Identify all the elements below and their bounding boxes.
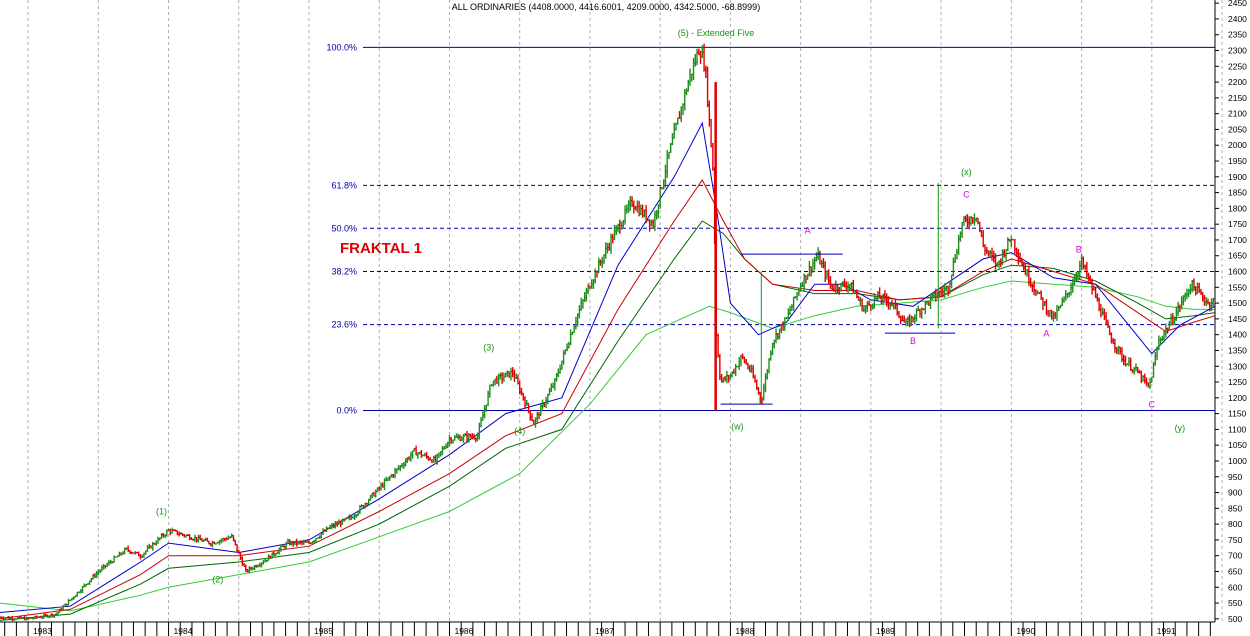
y-tick-label: 1300 xyxy=(1228,361,1247,371)
y-tick-label: 850 xyxy=(1228,503,1242,513)
chart-title: ALL ORDINARIES (4408.0000, 4416.6001, 42… xyxy=(452,2,760,12)
fib-level-label: 100.0% xyxy=(326,42,357,52)
wave-label: A xyxy=(805,226,811,236)
wave-label: (4) xyxy=(514,426,525,436)
wave-label: (2) xyxy=(212,575,223,585)
wave-guide-lines xyxy=(720,183,956,405)
x-year-label: 1991 xyxy=(1157,626,1176,636)
y-tick-label: 1650 xyxy=(1228,251,1247,261)
y-tick-label: 1800 xyxy=(1228,203,1247,213)
y-tick-label: 950 xyxy=(1228,472,1242,482)
x-year-label: 1988 xyxy=(735,626,754,636)
x-year-label: 1984 xyxy=(174,626,193,636)
moving-averages xyxy=(0,121,1216,621)
x-year-label: 1989 xyxy=(876,626,895,636)
y-tick-label: 750 xyxy=(1228,535,1242,545)
y-tick-label: 900 xyxy=(1228,488,1242,498)
y-tick-label: 1700 xyxy=(1228,235,1247,245)
y-tick-label: 2000 xyxy=(1228,140,1247,150)
x-axis: 1983 1984 1985 1986 1987 1988 1989 1990 1991 xyxy=(0,621,1215,636)
y-tick-label: 2100 xyxy=(1228,109,1247,119)
y-tick-label: 1600 xyxy=(1228,267,1247,277)
y-tick-label: 2400 xyxy=(1228,14,1247,24)
wave-labels: (1) (2) (3) (4) (w) (x) (y) A B C A B C xyxy=(156,167,1185,584)
wave-label: C xyxy=(1149,399,1156,409)
y-tick-label: 700 xyxy=(1228,551,1242,561)
y-tick-label: 1450 xyxy=(1228,314,1247,324)
y-tick-label: 800 xyxy=(1228,519,1242,529)
y-tick-label: 1850 xyxy=(1228,188,1247,198)
y-tick-label: 1500 xyxy=(1228,298,1247,308)
wave-label: (1) xyxy=(156,507,167,517)
y-tick-label: 650 xyxy=(1228,566,1242,576)
wave-label: B xyxy=(1076,245,1082,255)
fib-level-label: 23.6% xyxy=(331,320,357,330)
y-tick-label: 1350 xyxy=(1228,345,1247,355)
ma-long-line xyxy=(0,280,1215,612)
y-tick-label: 1050 xyxy=(1228,440,1247,450)
y-tick-label: 1750 xyxy=(1228,219,1247,229)
ma-slow-line xyxy=(0,220,1216,621)
x-year-label: 1983 xyxy=(33,626,52,636)
y-axis: 500 550 600 650 700 750 800 850 900 950 1000 1050 11… xyxy=(1214,0,1247,624)
y-tick-label: 500 xyxy=(1228,614,1242,624)
y-tick-label: 1550 xyxy=(1228,282,1247,292)
price-bars xyxy=(0,43,1216,622)
wave-label: C xyxy=(963,189,970,199)
y-tick-label: 1250 xyxy=(1228,377,1247,387)
fibonacci-levels: 100.0% 61.8% 50.0% 38.2% 23.6% 0.0% xyxy=(326,42,1215,415)
x-year-label: 1990 xyxy=(1016,626,1035,636)
chart-subtitle: (5) - Extended Five xyxy=(678,28,755,38)
y-tick-label: 2350 xyxy=(1228,30,1247,40)
wave-label: (y) xyxy=(1175,423,1186,433)
grid-lines xyxy=(27,0,1223,622)
fib-level-label: 0.0% xyxy=(336,405,357,415)
wave-label: A xyxy=(1043,328,1049,338)
wave-label: (x) xyxy=(961,167,972,177)
y-tick-label: 1200 xyxy=(1228,393,1247,403)
wave-label: B xyxy=(910,336,916,346)
x-year-label: 1987 xyxy=(595,626,614,636)
y-tick-label: 1950 xyxy=(1228,156,1247,166)
x-year-label: 1985 xyxy=(314,626,333,636)
y-tick-label: 1100 xyxy=(1228,424,1247,434)
y-tick-label: 1400 xyxy=(1228,330,1247,340)
x-year-label: 1986 xyxy=(454,626,473,636)
wave-label: (w) xyxy=(731,421,744,431)
fib-level-label: 61.8% xyxy=(331,180,357,190)
wave-label: (3) xyxy=(483,342,494,352)
ma-fast-line xyxy=(0,121,1216,613)
fraktal-label: FRAKTAL 1 xyxy=(340,240,422,257)
y-tick-label: 2450 xyxy=(1228,0,1247,8)
y-tick-label: 2150 xyxy=(1228,93,1247,103)
y-tick-label: 550 xyxy=(1228,598,1242,608)
fib-level-label: 50.0% xyxy=(331,223,357,233)
y-tick-label: 2300 xyxy=(1228,46,1247,56)
y-tick-label: 1150 xyxy=(1228,409,1247,419)
y-tick-label: 1900 xyxy=(1228,172,1247,182)
fib-level-label: 38.2% xyxy=(331,267,357,277)
y-tick-label: 2050 xyxy=(1228,124,1247,134)
y-tick-label: 1000 xyxy=(1228,456,1247,466)
y-tick-label: 2200 xyxy=(1228,77,1247,87)
y-tick-label: 600 xyxy=(1228,582,1242,592)
y-tick-label: 2250 xyxy=(1228,61,1247,71)
